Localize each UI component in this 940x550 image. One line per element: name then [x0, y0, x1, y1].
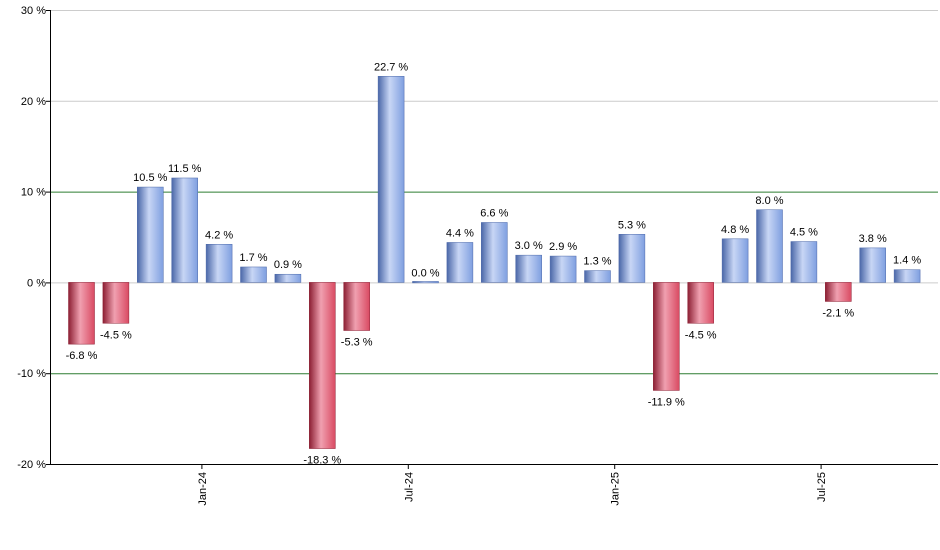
data-label: 0.0 %: [411, 267, 439, 279]
data-label: 0.9 %: [274, 259, 302, 271]
bar: [859, 247, 886, 283]
bar: [377, 76, 405, 283]
data-label: 11.5 %: [168, 163, 202, 175]
data-label: 6.6 %: [480, 207, 508, 219]
data-label: 8.0 %: [755, 195, 783, 207]
bar: [171, 177, 198, 283]
data-label: -2.1 %: [822, 307, 854, 319]
data-label: 4.2 %: [205, 229, 233, 241]
y-tick-label: 30 %: [21, 5, 46, 17]
y-axis-ticks: -20 % -10 % 0 % 10 % 20 % 30 %: [17, 5, 50, 471]
x-tick-label: Jul-24: [403, 472, 415, 502]
bar: [240, 266, 267, 283]
data-labels: -6.8 %-4.5 %10.5 %11.5 %4.2 %1.7 %0.9 %-…: [66, 61, 922, 466]
reference-lines: [50, 191, 938, 375]
data-label: 5.3 %: [618, 219, 646, 231]
bar: [102, 282, 130, 324]
y-tick-label: 0 %: [27, 277, 46, 289]
data-label: -5.3 %: [341, 337, 373, 349]
data-label: 4.8 %: [721, 224, 749, 236]
bar: [343, 282, 370, 331]
data-label: 4.5 %: [790, 227, 818, 239]
y-tick-label: -10 %: [17, 368, 46, 380]
bar: [721, 238, 749, 283]
x-tick-label: Jan-25: [610, 472, 622, 506]
bar: [137, 186, 164, 283]
grid-lines: [50, 10, 938, 284]
bar: [584, 270, 611, 283]
bar: [68, 282, 95, 345]
bar: [618, 234, 646, 283]
data-label: -18.3 %: [303, 455, 341, 467]
data-label: 1.3 %: [583, 256, 611, 268]
data-label: 3.0 %: [515, 240, 543, 252]
bar: [309, 282, 336, 449]
data-label: -4.5 %: [685, 329, 717, 341]
y-tick-label: 20 %: [21, 96, 46, 108]
bar: [205, 244, 233, 283]
bar: [412, 281, 439, 284]
bar: [825, 282, 852, 302]
x-axis-ticks: Jan-24 Jul-24 Jan-25 Jul-25: [197, 464, 828, 506]
bar: [893, 269, 921, 283]
data-label: 2.9 %: [549, 241, 577, 253]
bar: [481, 222, 508, 283]
bar: [515, 254, 542, 283]
bar: [756, 209, 783, 283]
data-label: -11.9 %: [648, 396, 685, 408]
data-label: 10.5 %: [133, 172, 167, 184]
data-label: 4.4 %: [446, 227, 474, 239]
data-label: -6.8 %: [66, 350, 98, 362]
data-label: 1.7 %: [239, 252, 267, 264]
y-tick-label: 10 %: [21, 187, 46, 199]
bar: [687, 282, 714, 324]
y-tick-label: -20 %: [17, 459, 46, 471]
x-tick-label: Jul-25: [816, 472, 828, 502]
data-label: 1.4 %: [893, 255, 921, 267]
bar: [274, 273, 302, 283]
bars: [68, 76, 921, 449]
bar: [790, 241, 818, 283]
data-label: 3.8 %: [859, 233, 887, 245]
bar: [549, 255, 577, 283]
x-tick-label: Jan-24: [197, 472, 209, 506]
data-label: 22.7 %: [374, 61, 408, 73]
axes: [50, 10, 938, 465]
bar: [653, 282, 680, 391]
bar: [446, 242, 474, 283]
data-label: -4.5 %: [100, 329, 132, 341]
